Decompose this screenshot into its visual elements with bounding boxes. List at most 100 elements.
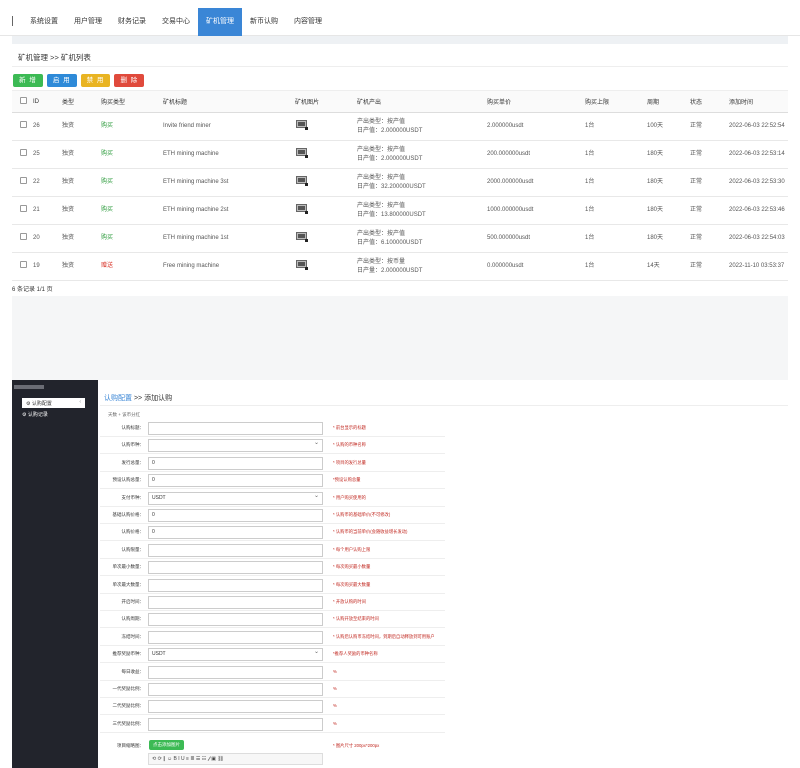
column-header[interactable]: 状态 (688, 90, 727, 113)
column-header[interactable]: 购买类型 (99, 90, 161, 113)
column-header[interactable]: 添加时间 (727, 90, 788, 113)
row-checkbox[interactable] (20, 233, 27, 241)
enable-button[interactable]: 启 用 (46, 74, 77, 87)
editor-toolbar[interactable]: ⟲ ⟳ ∥ ☺ B I U ≡ ≣ ☰ ☷ 𝒻 ▣ ⛓ (148, 753, 323, 765)
row-status: 正常 (688, 168, 727, 197)
daily-output: 日产值：32.200000USDT (357, 183, 426, 190)
form-row: 认购限量： * 每个用户认购上限 (100, 542, 445, 559)
upload-image-button[interactable]: 点击添加图片 (149, 740, 184, 750)
text-field[interactable] (148, 422, 323, 435)
text-field[interactable] (148, 613, 323, 627)
row-limit: 1台 (583, 140, 645, 169)
text-field[interactable] (148, 630, 323, 644)
row-id: 26 (31, 112, 60, 141)
column-header[interactable]: 矿机图片 (293, 90, 355, 113)
nav-item-system[interactable]: 系统设置 (30, 18, 58, 25)
nav-item-content[interactable]: 内容管理 (294, 18, 322, 25)
column-header[interactable]: 类型 (60, 90, 99, 113)
column-header[interactable]: 购买单价 (485, 90, 583, 113)
row-period: 180天 (645, 140, 688, 169)
column-header[interactable]: ID (31, 90, 60, 113)
miner-table: ID 类型 购买类型 矿机标题 矿机图片 矿机产出 购买单价 购买上限 周期 状… (12, 90, 788, 281)
text-field[interactable] (148, 700, 323, 714)
row-limit: 1台 (583, 168, 645, 197)
row-price: 2000.000000usdt (485, 168, 583, 197)
breadcrumb-link[interactable]: 认购配置 (104, 395, 132, 402)
nav-item-users[interactable]: 用户管理 (74, 18, 102, 25)
nav-divider (12, 16, 13, 26)
column-header[interactable]: 矿机标题 (161, 90, 293, 113)
nav-item-finance[interactable]: 财务记录 (118, 18, 146, 25)
delete-button[interactable]: 删 除 (114, 74, 145, 87)
text-field[interactable]: 0 (148, 526, 323, 540)
form-row: 预设认购总量： 0 *预设认购总量 (100, 472, 445, 490)
column-header[interactable]: 周期 (645, 90, 688, 113)
row-buy-type: 购买 (99, 196, 161, 225)
select-field[interactable]: USDT (148, 491, 323, 505)
text-field[interactable] (148, 578, 323, 592)
row-title: ETH mining machine 2st (161, 196, 293, 225)
row-select-cell (12, 168, 31, 197)
row-title: ETH mining machine 1st (161, 224, 293, 253)
row-checkbox[interactable] (20, 149, 27, 157)
text-field[interactable] (148, 717, 323, 731)
output-type: 产出类型：按产值 (357, 119, 406, 125)
table-row[interactable]: 22 独资 购买 ETH mining machine 3st 产出类型：按产值 日产值：… (12, 168, 788, 197)
nav-item-subscription[interactable]: 新币认购 (250, 18, 278, 25)
column-header[interactable]: 矿机产出 (355, 90, 485, 113)
table-row[interactable]: 21 独资 购买 ETH mining machine 2st 产出类型：按产值 日产值：… (12, 196, 788, 225)
select-field[interactable]: USDT (148, 647, 323, 662)
table-row[interactable]: 26 独资 购买 Invite friend miner 产出类型：按产值 日产值：2.0… (12, 112, 788, 141)
nav-shadow-strip (12, 36, 788, 44)
nav-item-miners[interactable]: 矿机管理 (198, 8, 242, 36)
gear-icon: ⚙ (22, 412, 27, 418)
row-period: 14天 (645, 252, 688, 281)
row-title: Invite friend miner (161, 112, 293, 141)
text-field[interactable] (148, 683, 323, 696)
text-field[interactable] (148, 596, 323, 609)
text-field[interactable]: 0 (148, 456, 323, 470)
row-limit: 1台 (583, 112, 645, 141)
text-field[interactable] (148, 561, 323, 575)
row-buy-type: 购买 (99, 224, 161, 253)
form-row: 一代奖励比例：% (100, 681, 445, 698)
miner-image (295, 231, 309, 243)
row-select-cell (12, 140, 31, 169)
select-field[interactable] (148, 438, 323, 453)
disable-button[interactable]: 禁 用 (80, 74, 111, 87)
table-row[interactable]: 20 独资 购买 ETH mining machine 1st 产出类型：按产值 日产值：… (12, 224, 788, 253)
miner-image-cell (293, 140, 355, 169)
row-price: 2.000000usdt (485, 112, 583, 141)
field-label: 支付币种： (121, 494, 145, 500)
text-field[interactable] (148, 665, 323, 679)
row-period: 180天 (645, 168, 688, 197)
text-field[interactable]: 0 (148, 474, 323, 488)
column-header[interactable]: 购买上限 (583, 90, 645, 113)
row-status: 正常 (688, 112, 727, 141)
miner-image-cell (293, 252, 355, 281)
row-select-cell (12, 196, 31, 225)
text-field[interactable] (148, 543, 323, 557)
row-checkbox[interactable] (20, 121, 27, 129)
row-checkbox[interactable] (20, 205, 27, 213)
form-row: 每日收益：% (100, 664, 445, 681)
text-field[interactable]: 0 (148, 509, 323, 522)
add-button[interactable]: 新 增 (13, 74, 43, 87)
field-label: 发行总量： (121, 459, 145, 465)
select-all-checkbox[interactable] (20, 97, 27, 104)
table-row[interactable]: 19 独资 赠送 Free mining machine 产出类型：按币量 日产量：2.0… (12, 252, 788, 281)
row-type: 独资 (60, 196, 99, 225)
table-row[interactable]: 25 独资 购买 ETH mining machine 产出类型：按产值 日产值：2.00… (12, 140, 788, 169)
sidebar-item-subscription-records[interactable]: ⚙ 认购记录 (22, 411, 48, 418)
table-header: ID 类型 购买类型 矿机标题 矿机图片 矿机产出 购买单价 购买上限 周期 状… (12, 90, 788, 113)
row-checkbox[interactable] (20, 261, 27, 269)
row-checkbox[interactable] (20, 177, 27, 185)
breadcrumb-current: 添加认购 (144, 395, 173, 402)
field-hint: % (333, 720, 337, 726)
form-row: 单次最大数量： * 每次购买最大数量 (100, 577, 445, 594)
nav-item-trade[interactable]: 交易中心 (162, 18, 190, 25)
sidebar (12, 380, 98, 768)
form-breadcrumb: 认购配置 >> 添加认购 (104, 393, 172, 403)
miner-image (295, 259, 309, 271)
sidebar-item-subscription-config[interactable]: ⚙ 认购配置 ‹ (22, 398, 85, 408)
